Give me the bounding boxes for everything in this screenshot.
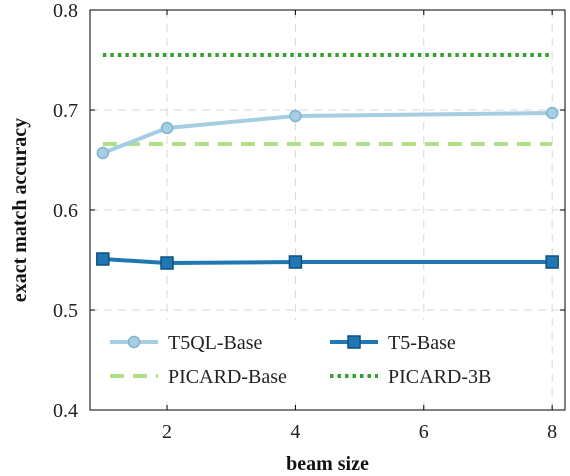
x-axis-label: beam size <box>286 453 369 475</box>
t5-base-point <box>160 256 174 270</box>
legend-label-t5ql-base: T5QL-Base <box>168 332 263 354</box>
legend-box <box>100 320 540 400</box>
t5-base-point <box>545 255 559 269</box>
y-axis-label: exact match accuracy <box>9 118 31 302</box>
y-tick-label: 0.5 <box>53 300 78 322</box>
t5-base-line <box>102 257 553 265</box>
legend-label-t5-base: T5-Base <box>388 332 456 354</box>
x-tick-label: 6 <box>419 421 429 443</box>
legend: T5QL-Base T5-Base PICARD-Base PICARD-3B <box>100 320 540 400</box>
y-tick-label: 0.7 <box>53 100 78 122</box>
x-tick-label: 8 <box>547 421 557 443</box>
t5ql-base-point <box>160 121 174 135</box>
legend-label-picard-3b: PICARD-3B <box>388 366 491 388</box>
x-tick-label: 2 <box>162 421 172 443</box>
t5-base-point <box>96 252 110 266</box>
axis-ticks: 2 4 6 8 0.4 0.5 0.6 0.7 0.8 <box>53 0 565 443</box>
legend-label-picard-base: PICARD-Base <box>168 366 287 388</box>
y-tick-label: 0.6 <box>53 200 78 222</box>
t5ql-base-point <box>545 106 559 120</box>
legend-marker-t5ql-base <box>127 335 141 349</box>
t5ql-base-point <box>289 109 302 123</box>
legend-marker-t5-base <box>347 335 361 349</box>
series-lines <box>96 53 559 270</box>
t5ql-base-line <box>102 111 553 155</box>
y-tick-label: 0.8 <box>53 0 78 22</box>
t5-base-point <box>288 255 303 269</box>
y-tick-label: 0.4 <box>53 400 78 422</box>
t5ql-base-point <box>96 146 110 160</box>
grid-lines <box>90 10 565 410</box>
x-tick-label: 4 <box>290 421 300 443</box>
